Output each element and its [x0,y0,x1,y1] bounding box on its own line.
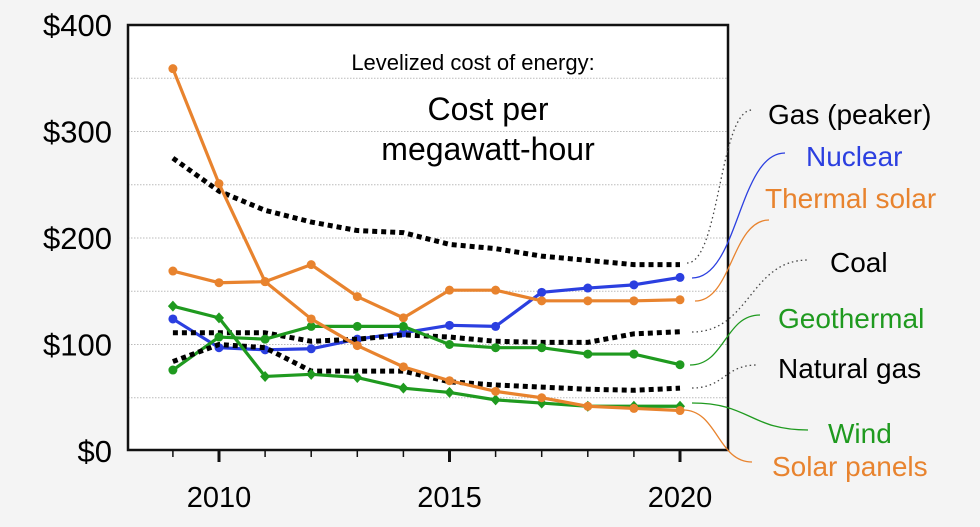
data-point-thermal-solar [168,266,178,276]
data-point-thermal-solar [583,296,593,306]
connector-solar-panels [682,409,753,463]
y-axis: $0 $100 $200 $300 $400 [43,8,112,469]
legend-label-nuclear: Nuclear [806,141,902,172]
series-line-geothermal [171,324,681,372]
data-point-geothermal [629,349,639,359]
data-point-thermal-solar [445,285,454,295]
data-point-thermal-solar [214,278,224,288]
legend-label-geothermal: Geothermal [778,303,924,334]
legend-label-coal: Coal [830,247,888,278]
data-point-geothermal [675,360,685,370]
data-point-nuclear [306,344,316,354]
chart-subtitle-line-1: Cost per [428,91,549,127]
x-tick-label: 2010 [187,482,252,514]
y-tick-label: $0 [78,434,112,469]
data-point-geothermal [398,321,408,331]
data-point-geothermal [445,340,454,349]
data-point-nuclear [168,314,178,324]
data-point-geothermal [352,321,362,331]
data-point-solar-panels [675,406,685,416]
data-point-solar-panels [491,386,501,396]
data-point-nuclear [583,283,593,293]
data-point-geothermal [583,349,593,359]
y-tick-label: $200 [43,221,112,256]
legend-label-solar-panels: Solar panels [772,451,928,482]
data-point-wind [398,382,409,394]
data-point-wind [260,370,271,382]
data-point-geothermal [168,365,178,375]
data-point-solar-panels [260,277,270,287]
data-point-nuclear [491,321,501,331]
y-tick-label: $300 [43,115,112,150]
legend-label-thermal-solar: Thermal solar [765,183,936,214]
connector-coal [691,259,809,333]
data-point-wind [214,312,224,324]
data-point-geothermal [491,343,501,353]
data-point-nuclear [629,280,639,290]
connector-gas-peaker [686,109,753,264]
data-point-solar-panels [629,403,639,413]
data-point-thermal-solar [352,292,362,302]
x-tick-label: 2015 [417,482,482,514]
legend-label-gas-peaker: Gas (peaker) [768,99,931,130]
data-point-thermal-solar [398,313,408,323]
data-point-wind [444,386,455,398]
data-point-solar-panels [168,64,178,74]
data-point-solar-panels [445,376,454,386]
series-line-gas-peaker [171,156,680,268]
data-point-geothermal [260,334,270,344]
connector-wind [691,402,809,431]
series-line-natural-gas [172,342,681,393]
series-layer [167,64,685,416]
data-point-solar-panels [214,179,224,189]
data-point-wind [306,368,317,380]
data-point-wind [352,372,363,384]
data-point-wind [167,300,178,312]
connector-nuclear [691,152,786,279]
x-axis: 2010 2015 2020 [172,450,713,514]
series-line-nuclear [172,275,681,352]
series-line-thermal-solar [172,263,681,320]
chart-title: Levelized cost of energy: [351,50,594,75]
chart-subtitle-line-2: megawatt-hour [381,131,595,167]
connector-thermal-solar [694,219,770,302]
data-point-wind [490,394,501,406]
y-tick-label: $400 [43,8,112,43]
legend-label-natural-gas: Natural gas [778,353,921,384]
data-point-geothermal [306,321,316,331]
data-point-solar-panels [537,393,547,403]
data-point-solar-panels [398,362,408,372]
data-point-thermal-solar [629,296,639,306]
x-tick-label: 2020 [648,482,713,514]
data-point-thermal-solar [306,260,316,270]
data-point-thermal-solar [491,285,501,295]
data-point-nuclear [675,272,685,282]
legend: Gas (peaker) Nuclear Thermal solar Coal Geot… [682,99,936,482]
y-tick-label: $100 [43,328,112,363]
data-point-nuclear [537,287,547,297]
data-point-geothermal [537,343,547,353]
data-point-nuclear [445,320,454,330]
connector-geothermal [689,314,761,366]
data-point-geothermal [214,332,224,342]
legend-label-wind: Wind [828,418,892,449]
data-point-solar-panels [352,341,362,351]
data-point-thermal-solar [675,295,685,305]
data-point-solar-panels [583,401,593,411]
plot-frame [126,23,730,452]
data-point-thermal-solar [537,296,547,306]
series-line-solar-panels [171,68,681,413]
data-point-solar-panels [306,314,316,324]
